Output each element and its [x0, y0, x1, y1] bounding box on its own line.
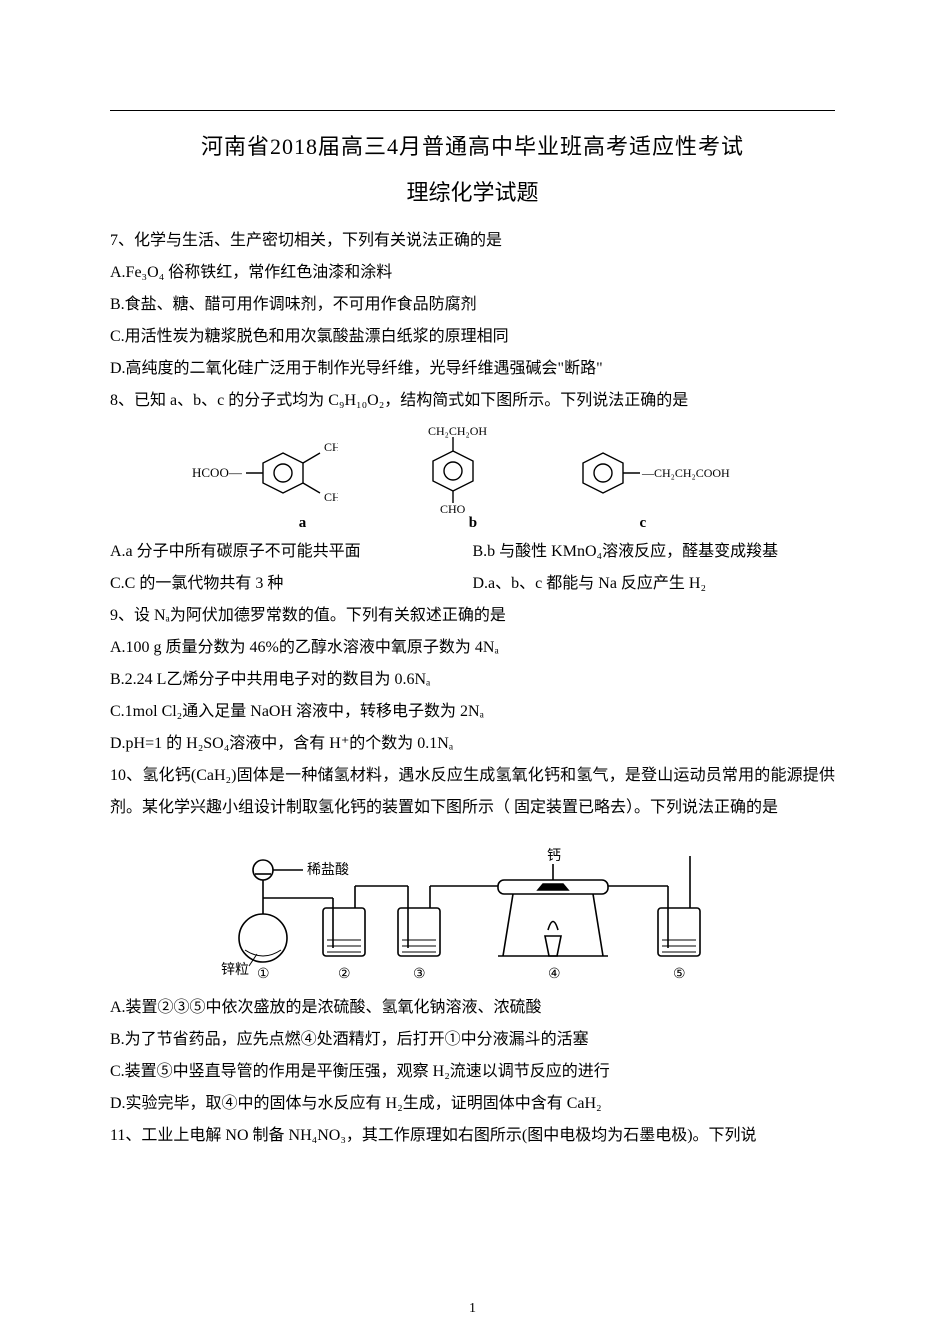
q10-opt-b: B.为了节省药品，应先点燃④处酒精灯，后打开①中分液漏斗的活塞 — [110, 1024, 835, 1056]
q9-opt-b: B.2.24 L乙烯分子中共用电子对的数目为 0.6Nₐ — [110, 664, 835, 696]
label-hcl: 稀盐酸 — [307, 862, 349, 878]
q8-structures: CH₃ CH₃ HCOO— CH₂CH₂OH CHO — [110, 423, 835, 513]
q7-opt-b: B.食盐、糖、醋可用作调味剂，不可用作食品防腐剂 — [110, 289, 835, 321]
q7-opt-a: A.Fe₃O₄ 俗称铁红，常作红色油漆和涂料 — [110, 257, 835, 289]
mol-b-bot: CHO — [440, 502, 466, 513]
mol-c-side: —CH₂CH₂COOH — [641, 466, 730, 480]
q10-opt-d: D.实验完毕，取④中的固体与水反应有 H₂生成，证明固体中含有 CaH₂ — [110, 1088, 835, 1120]
molecule-c: —CH₂CH₂COOH — [568, 423, 758, 513]
q8-opt-a: A.a 分子中所有碳原子不可能共平面 — [110, 536, 473, 568]
q7-stem: 7、化学与生活、生产密切相关，下列有关说法正确的是 — [110, 225, 835, 257]
q8-stem: 8、已知 a、b、c 的分子式均为 C₉H₁₀O₂，结构简式如下图所示。下列说法… — [110, 385, 835, 417]
label-zn: 锌粒 — [221, 962, 249, 978]
num-4: ④ — [548, 967, 561, 982]
q9-opt-c: C.1mol Cl₂通入足量 NaOH 溶液中，转移电子数为 2Nₐ — [110, 696, 835, 728]
q9-opt-d: D.pH=1 的 H₂SO₄溶液中，含有 H⁺的个数为 0.1Nₐ — [110, 728, 835, 760]
num-3: ③ — [413, 967, 426, 982]
label-ca: 钙 — [547, 848, 561, 864]
q10-opt-c: C.装置⑤中竖直导管的作用是平衡压强，观察 H₂流速以调节反应的进行 — [110, 1056, 835, 1088]
q10-apparatus: 稀盐酸 锌粒 钙 ① ② ③ ④ ⑤ — [110, 828, 835, 988]
q9-stem: 9、设 Nₐ为阿伏加德罗常数的值。下列有关叙述正确的是 — [110, 600, 835, 632]
q11-stem: 11、工业上电解 NO 制备 NH₄NO₃，其工作原理如右图所示(图中电极均为石… — [110, 1120, 835, 1152]
q7-opt-c: C.用活性炭为糖浆脱色和用次氯酸盐漂白纸浆的原理相同 — [110, 321, 835, 353]
q8-opt-c: C.C 的一氯代物共有 3 种 — [110, 568, 473, 600]
num-1: ① — [257, 967, 270, 982]
q8-labels: a b c — [218, 515, 728, 532]
q10-stem: 10、氢化钙(CaH₂)固体是一种储氢材料，遇水反应生成氢氧化钙和氢气，是登山运… — [110, 760, 835, 824]
page-number: 1 — [0, 1301, 945, 1317]
label-a: a — [299, 515, 307, 532]
mol-a-ch3-top: CH₃ — [324, 440, 338, 454]
mol-a-ch3-bot: CH₃ — [324, 490, 338, 504]
q8-opt-b: B.b 与酸性 KMnO₄溶液反应，醛基变成羧基 — [473, 536, 836, 568]
q7-opt-d: D.高纯度的二氧化硅广泛用于制作光导纤维，光导纤维遇强碱会"断路" — [110, 353, 835, 385]
page-subtitle: 理综化学试题 — [110, 175, 835, 207]
q10-opt-a: A.装置②③⑤中依次盛放的是浓硫酸、氢氧化钠溶液、浓硫酸 — [110, 992, 835, 1024]
page-title: 河南省2018届高三4月普通高中毕业班高考适应性考试 — [110, 129, 835, 161]
q8-opt-d: D.a、b、c 都能与 Na 反应产生 H₂ — [473, 568, 836, 600]
molecule-b: CH₂CH₂OH CHO — [388, 423, 518, 513]
num-2: ② — [338, 967, 351, 982]
q9-opt-a: A.100 g 质量分数为 46%的乙醇水溶液中氧原子数为 4Nₐ — [110, 632, 835, 664]
mol-b-top: CH₂CH₂OH — [428, 424, 487, 438]
mol-a-hcoo: HCOO— — [192, 465, 243, 480]
label-b: b — [469, 515, 477, 532]
molecule-a: CH₃ CH₃ HCOO— — [188, 423, 338, 513]
num-5: ⑤ — [673, 967, 686, 982]
label-c: c — [640, 515, 647, 532]
top-rule — [110, 110, 835, 111]
